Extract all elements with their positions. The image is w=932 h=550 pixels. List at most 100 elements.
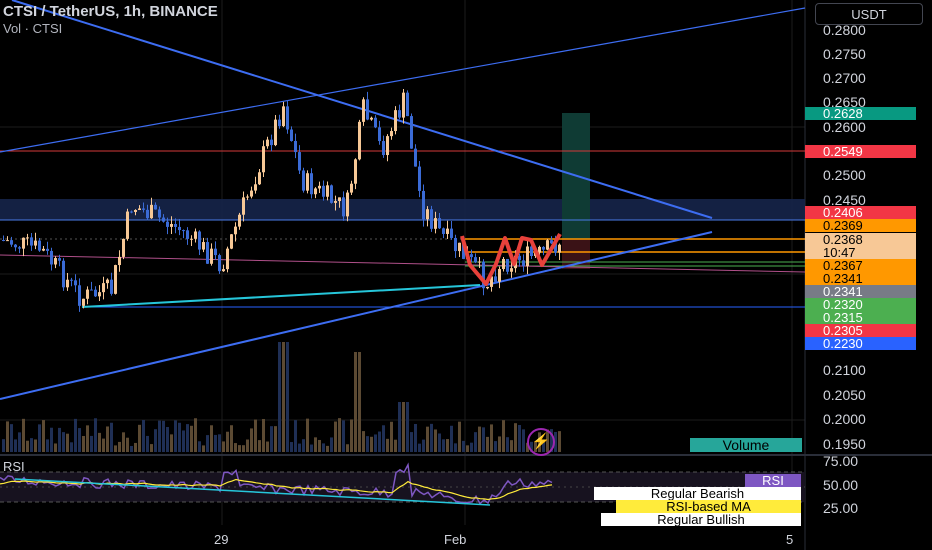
volume-bar: [42, 420, 45, 452]
volume-bar: [26, 440, 29, 452]
candle-body: [10, 240, 13, 245]
symbol-title[interactable]: CTSI / TetherUS, 1h, BINANCE: [3, 3, 218, 20]
volume-bar: [326, 445, 329, 452]
candle-body: [450, 228, 453, 238]
volume-bar: [498, 436, 501, 452]
volume-bar: [210, 425, 213, 452]
volume-bar: [426, 426, 429, 452]
candle-body: [442, 228, 445, 234]
volume-bar: [430, 423, 433, 452]
candle-body: [510, 268, 513, 272]
volume-tag[interactable]: Volume: [690, 438, 802, 452]
candle-body: [230, 234, 233, 249]
time-axis-label: Feb: [444, 532, 467, 547]
candle-body: [434, 218, 437, 229]
candle-body: [462, 242, 465, 259]
volume-bar: [554, 431, 557, 452]
volume-bar: [138, 424, 141, 452]
candle-body: [226, 248, 229, 270]
volume-bar: [378, 431, 381, 452]
candle-body: [198, 231, 201, 250]
regular-bearish-tag: Regular Bearish: [594, 487, 801, 500]
volume-bar: [194, 418, 197, 452]
volume-bar: [162, 420, 165, 452]
rsi-indicator-label[interactable]: RSI: [3, 459, 25, 474]
w-pattern-drawing: [460, 232, 562, 286]
volume-bar: [202, 445, 205, 452]
volume-bar: [70, 442, 73, 452]
price-axis-label: 0.1950: [823, 436, 866, 452]
volume-bar: [30, 438, 33, 452]
price-badge: 0.2406: [805, 206, 916, 219]
candle-body: [98, 292, 101, 297]
candle-body: [542, 246, 545, 250]
volume-bar: [54, 443, 57, 452]
candle-body: [74, 280, 77, 286]
volume-bar: [514, 423, 517, 452]
price-axis-label: 0.2450: [823, 192, 866, 208]
candle-body: [138, 208, 141, 210]
volume-bar: [466, 445, 469, 452]
price-axis-label: 0.2050: [823, 387, 866, 403]
candle-body: [206, 242, 209, 264]
volume-bar: [358, 352, 361, 452]
candle-body: [182, 230, 185, 232]
volume-bar: [298, 443, 301, 452]
candle-body: [294, 140, 297, 153]
candle-body: [378, 127, 381, 142]
currency-button[interactable]: USDT: [815, 3, 923, 25]
lightning-icon[interactable]: ⚡: [527, 428, 555, 456]
candle-body: [342, 197, 345, 217]
candle-body: [486, 286, 489, 289]
volume-bar: [410, 432, 413, 452]
price-badge: 0.2341: [805, 272, 916, 285]
candle-body: [146, 209, 149, 219]
volume-bar: [66, 433, 69, 452]
candle-body: [94, 289, 97, 297]
volume-bar: [242, 445, 245, 452]
candle-body: [558, 244, 561, 253]
candle-body: [458, 242, 461, 252]
candle-body: [134, 209, 137, 212]
volume-bar: [478, 426, 481, 452]
volume-indicator-label[interactable]: Vol · CTSI: [3, 21, 63, 36]
candle-body: [174, 224, 177, 227]
volume-bar: [250, 428, 253, 452]
candle-body: [186, 230, 189, 239]
volume-bar: [234, 443, 237, 452]
candle-body: [326, 185, 329, 197]
volume-bar: [362, 431, 365, 452]
regular-bullish-tag: Regular Bullish: [601, 513, 801, 526]
volume-bar: [462, 440, 465, 452]
candle-body: [166, 221, 169, 227]
candle-body: [350, 183, 353, 193]
candle-body: [402, 92, 405, 118]
volume-bar: [306, 418, 309, 452]
volume-bar: [450, 425, 453, 452]
candle-body: [386, 136, 389, 156]
candle-body: [306, 173, 309, 191]
candle-body: [550, 240, 553, 244]
volume-bar: [406, 402, 409, 452]
volume-bar: [510, 440, 513, 452]
price-badge: 0.2368: [805, 233, 916, 246]
candle-body: [446, 228, 449, 234]
candle-body: [426, 209, 429, 220]
volume-bar: [146, 435, 149, 452]
volume-bar: [34, 439, 37, 452]
candle-body: [354, 159, 357, 184]
volume-bar: [338, 418, 341, 452]
volume-bar: [414, 423, 417, 452]
candle-body: [290, 129, 293, 141]
volume-bar: [114, 445, 117, 452]
candle-body: [162, 217, 165, 222]
candle-body: [406, 92, 409, 117]
volume-bar: [366, 436, 369, 452]
price-badge: 0.2315: [805, 311, 916, 324]
upper-channel-line: [0, 7, 806, 153]
candle-body: [286, 106, 289, 130]
candle-body: [522, 260, 525, 267]
price-badge: 0.2369: [805, 219, 916, 232]
candle-body: [526, 246, 529, 267]
